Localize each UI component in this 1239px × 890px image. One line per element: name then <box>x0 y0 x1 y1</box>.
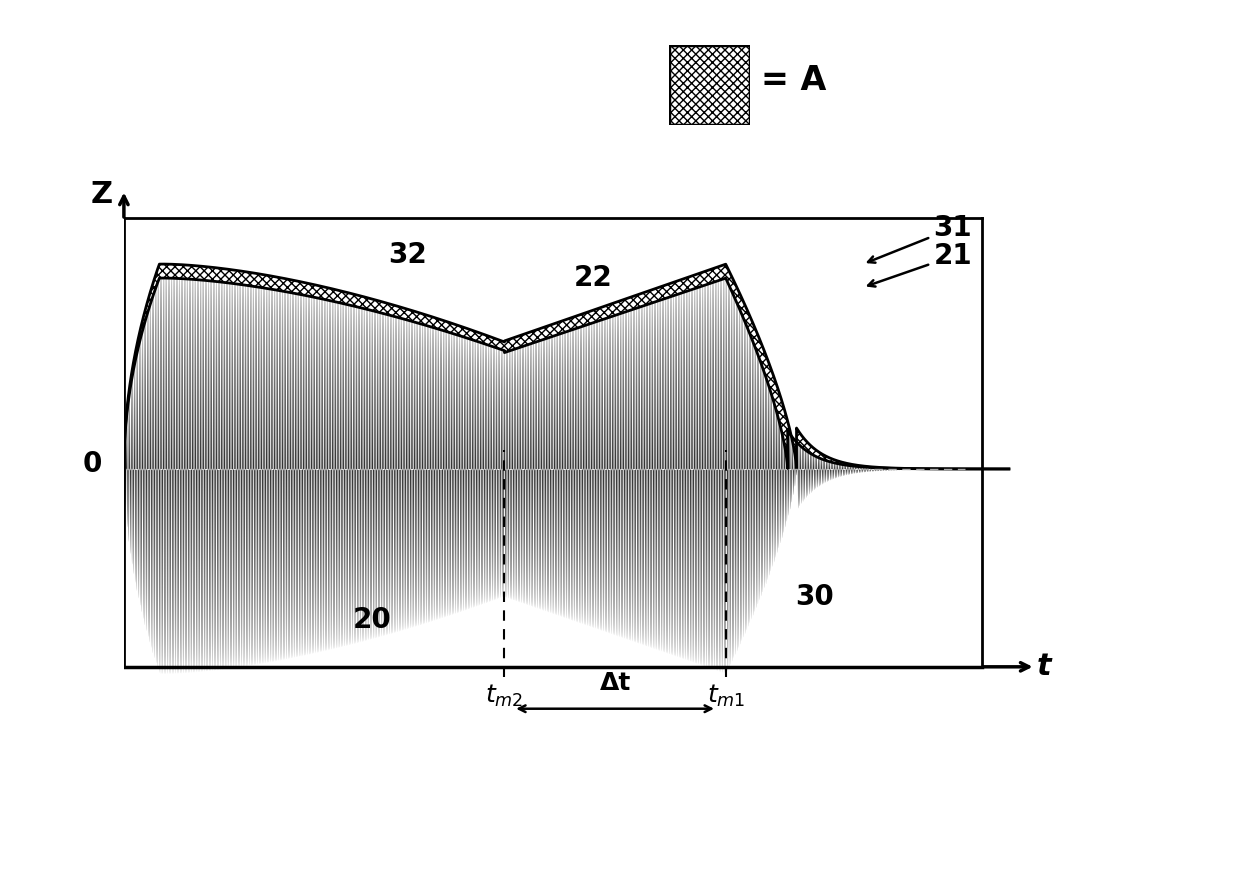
Text: Δt: Δt <box>600 671 631 695</box>
Text: 22: 22 <box>574 264 612 292</box>
Text: 0: 0 <box>83 450 102 478</box>
Text: 21: 21 <box>869 242 973 287</box>
Text: t: t <box>1037 652 1052 682</box>
Text: Z: Z <box>90 180 113 209</box>
Text: $t_{m2}$: $t_{m2}$ <box>486 684 524 709</box>
Text: = A: = A <box>761 63 826 97</box>
Text: 30: 30 <box>795 583 834 611</box>
Text: 20: 20 <box>352 606 392 635</box>
Text: $t_{m1}$: $t_{m1}$ <box>706 684 745 709</box>
Text: 32: 32 <box>388 241 426 269</box>
Text: 31: 31 <box>869 214 973 263</box>
